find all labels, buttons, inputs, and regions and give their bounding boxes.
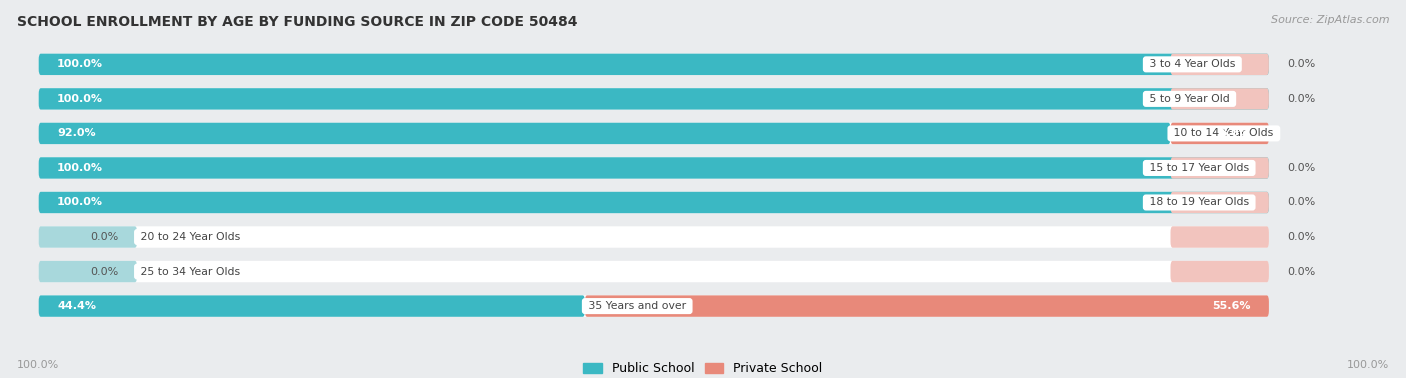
FancyBboxPatch shape xyxy=(39,226,138,248)
FancyBboxPatch shape xyxy=(39,157,1268,179)
FancyBboxPatch shape xyxy=(1170,123,1268,144)
Text: 92.0%: 92.0% xyxy=(58,129,96,138)
Text: 8.0%: 8.0% xyxy=(1220,129,1250,138)
Text: 25 to 34 Year Olds: 25 to 34 Year Olds xyxy=(138,266,243,277)
Text: 35 Years and over: 35 Years and over xyxy=(585,301,689,311)
Text: 100.0%: 100.0% xyxy=(58,59,103,69)
FancyBboxPatch shape xyxy=(39,88,1268,110)
Text: 100.0%: 100.0% xyxy=(1347,361,1389,370)
Text: Source: ZipAtlas.com: Source: ZipAtlas.com xyxy=(1271,15,1389,25)
Text: SCHOOL ENROLLMENT BY AGE BY FUNDING SOURCE IN ZIP CODE 50484: SCHOOL ENROLLMENT BY AGE BY FUNDING SOUR… xyxy=(17,15,578,29)
Text: 55.6%: 55.6% xyxy=(1212,301,1250,311)
FancyBboxPatch shape xyxy=(1170,54,1268,75)
Text: 100.0%: 100.0% xyxy=(58,197,103,208)
FancyBboxPatch shape xyxy=(39,123,1170,144)
Text: 0.0%: 0.0% xyxy=(1288,94,1316,104)
FancyBboxPatch shape xyxy=(585,295,1268,317)
Text: 100.0%: 100.0% xyxy=(58,94,103,104)
FancyBboxPatch shape xyxy=(1170,192,1268,213)
Text: 0.0%: 0.0% xyxy=(90,266,118,277)
FancyBboxPatch shape xyxy=(1170,261,1268,282)
Legend: Public School, Private School: Public School, Private School xyxy=(578,357,828,378)
FancyBboxPatch shape xyxy=(39,54,1268,75)
FancyBboxPatch shape xyxy=(1170,88,1268,110)
FancyBboxPatch shape xyxy=(39,261,138,282)
FancyBboxPatch shape xyxy=(39,261,1268,282)
Text: 20 to 24 Year Olds: 20 to 24 Year Olds xyxy=(138,232,243,242)
Text: 0.0%: 0.0% xyxy=(1288,163,1316,173)
FancyBboxPatch shape xyxy=(39,88,1268,110)
Text: 5 to 9 Year Old: 5 to 9 Year Old xyxy=(1146,94,1233,104)
FancyBboxPatch shape xyxy=(39,226,1268,248)
Text: 100.0%: 100.0% xyxy=(17,361,59,370)
Text: 15 to 17 Year Olds: 15 to 17 Year Olds xyxy=(1146,163,1253,173)
Text: 10 to 14 Year Olds: 10 to 14 Year Olds xyxy=(1170,129,1277,138)
FancyBboxPatch shape xyxy=(39,295,585,317)
FancyBboxPatch shape xyxy=(1170,226,1268,248)
Text: 0.0%: 0.0% xyxy=(90,232,118,242)
Text: 0.0%: 0.0% xyxy=(1288,59,1316,69)
FancyBboxPatch shape xyxy=(1170,157,1268,179)
FancyBboxPatch shape xyxy=(39,157,1268,179)
FancyBboxPatch shape xyxy=(39,192,1268,213)
Text: 100.0%: 100.0% xyxy=(58,163,103,173)
FancyBboxPatch shape xyxy=(39,54,1268,75)
Text: 3 to 4 Year Olds: 3 to 4 Year Olds xyxy=(1146,59,1239,69)
FancyBboxPatch shape xyxy=(39,295,1268,317)
Text: 0.0%: 0.0% xyxy=(1288,266,1316,277)
Text: 44.4%: 44.4% xyxy=(58,301,96,311)
FancyBboxPatch shape xyxy=(39,123,1268,144)
Text: 0.0%: 0.0% xyxy=(1288,197,1316,208)
Text: 0.0%: 0.0% xyxy=(1288,232,1316,242)
Text: 18 to 19 Year Olds: 18 to 19 Year Olds xyxy=(1146,197,1253,208)
FancyBboxPatch shape xyxy=(39,192,1268,213)
